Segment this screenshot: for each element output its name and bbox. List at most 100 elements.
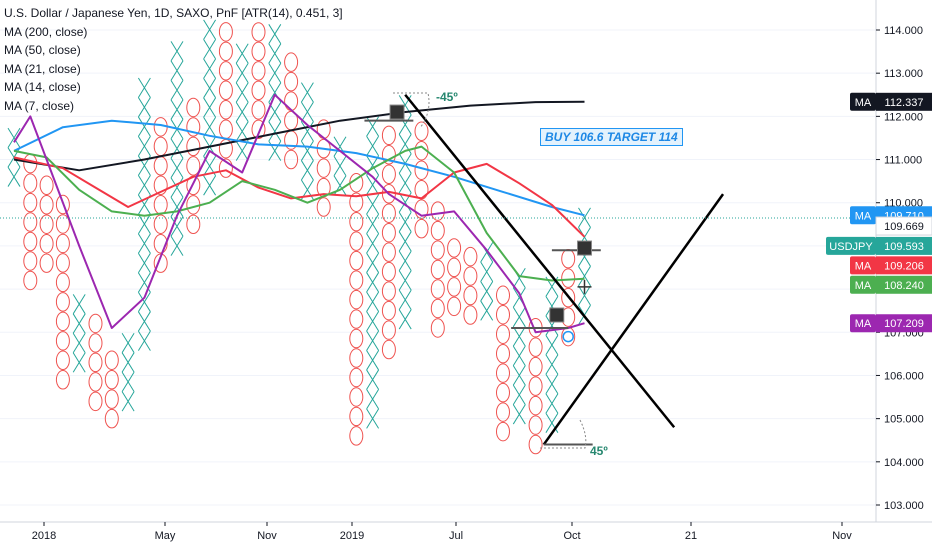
x-box xyxy=(512,404,526,425)
buy-annotation[interactable]: BUY 106.6 TARGET 114 xyxy=(540,128,683,146)
x-box xyxy=(366,252,380,273)
o-box xyxy=(251,80,266,101)
x-box xyxy=(137,253,151,274)
svg-text:MA: MA xyxy=(855,97,872,109)
x-box xyxy=(512,306,526,327)
x-box xyxy=(366,272,380,293)
moving-averages xyxy=(13,93,586,334)
x-box xyxy=(512,384,526,405)
x-box xyxy=(480,300,494,321)
x-box xyxy=(170,235,184,256)
o-box xyxy=(349,270,364,290)
legend-title: U.S. Dollar / Japanese Yen, 1D, SAXO, Pn… xyxy=(4,6,343,20)
x-column xyxy=(366,116,380,429)
angle-label-neg45: -45º xyxy=(436,90,458,104)
o-box xyxy=(23,251,38,271)
o-box xyxy=(39,233,54,254)
o-box xyxy=(218,100,233,120)
o-box xyxy=(430,318,445,338)
o-box xyxy=(39,214,54,234)
x-column xyxy=(235,43,249,161)
x-box xyxy=(300,121,314,142)
legend-ma-14: MA (14, close) xyxy=(4,80,81,94)
trendline-2 xyxy=(542,193,725,446)
o-box xyxy=(349,192,364,212)
o-box xyxy=(23,231,38,252)
o-box xyxy=(381,242,396,262)
o-box xyxy=(381,145,396,165)
x-box xyxy=(137,116,151,137)
svg-text:109.593: 109.593 xyxy=(884,241,924,253)
legend-ma-200: MA (200, close) xyxy=(4,24,88,39)
x-box xyxy=(333,155,347,176)
svg-text:109.669: 109.669 xyxy=(884,221,924,233)
x-box xyxy=(121,391,135,412)
o-box xyxy=(186,136,201,157)
x-box xyxy=(72,294,86,315)
o-box xyxy=(496,402,510,422)
o-box xyxy=(381,125,396,146)
ma14-line xyxy=(13,145,585,282)
legend-ma-50: MA (50, close) xyxy=(4,43,81,57)
o-box xyxy=(447,257,462,278)
o-box xyxy=(496,324,510,344)
o-box xyxy=(55,370,70,390)
x-box xyxy=(137,311,151,332)
o-box xyxy=(88,352,103,373)
o-box xyxy=(349,367,364,388)
x-box xyxy=(398,172,412,193)
x-box xyxy=(137,330,151,351)
o-box xyxy=(55,233,70,254)
x-box xyxy=(545,374,559,395)
x-box xyxy=(137,291,151,312)
o-box xyxy=(23,270,38,291)
y-tick-label: 111.000 xyxy=(884,155,922,167)
x-box xyxy=(170,158,184,179)
o-box xyxy=(496,305,510,325)
time-axis: 2018 May Nov 2019 Jul Oct 21 Nov xyxy=(0,521,932,542)
o-box xyxy=(349,211,364,232)
o-column xyxy=(251,22,266,140)
price-tag-6: MA 108.240 xyxy=(850,275,932,294)
o-box xyxy=(55,214,70,234)
ma50-line xyxy=(13,119,585,217)
o-box xyxy=(463,285,478,306)
ma200-line xyxy=(13,100,585,172)
o-box xyxy=(414,218,429,239)
x-box xyxy=(235,140,249,161)
x-tick-label: Jul xyxy=(449,530,463,542)
x-box xyxy=(268,121,282,142)
x-column xyxy=(72,294,86,373)
o-box xyxy=(218,22,233,42)
x-box xyxy=(268,24,282,45)
x-box xyxy=(300,160,314,181)
o-box xyxy=(528,376,543,396)
x-box xyxy=(7,127,21,148)
x-box xyxy=(121,371,135,392)
x-box xyxy=(137,233,151,254)
o-box xyxy=(381,261,396,282)
o-box xyxy=(447,238,462,258)
o-box xyxy=(153,175,168,196)
x-box xyxy=(235,82,249,103)
o-box xyxy=(447,277,462,297)
x-box xyxy=(170,177,184,198)
x-box xyxy=(170,99,184,120)
o-box xyxy=(88,333,103,353)
o-box xyxy=(218,80,233,101)
o-box xyxy=(381,339,396,360)
o-box xyxy=(349,231,364,251)
x-box xyxy=(480,261,494,282)
x-tick-label: Oct xyxy=(563,530,580,542)
o-box xyxy=(88,391,103,412)
o-box xyxy=(528,415,543,435)
angle-arc-45 xyxy=(540,419,587,449)
o-box xyxy=(251,119,266,140)
y-tick-label: 113.000 xyxy=(884,68,923,80)
o-box xyxy=(561,287,576,308)
o-column xyxy=(104,350,119,429)
x-box xyxy=(578,285,591,306)
o-box xyxy=(186,97,201,118)
